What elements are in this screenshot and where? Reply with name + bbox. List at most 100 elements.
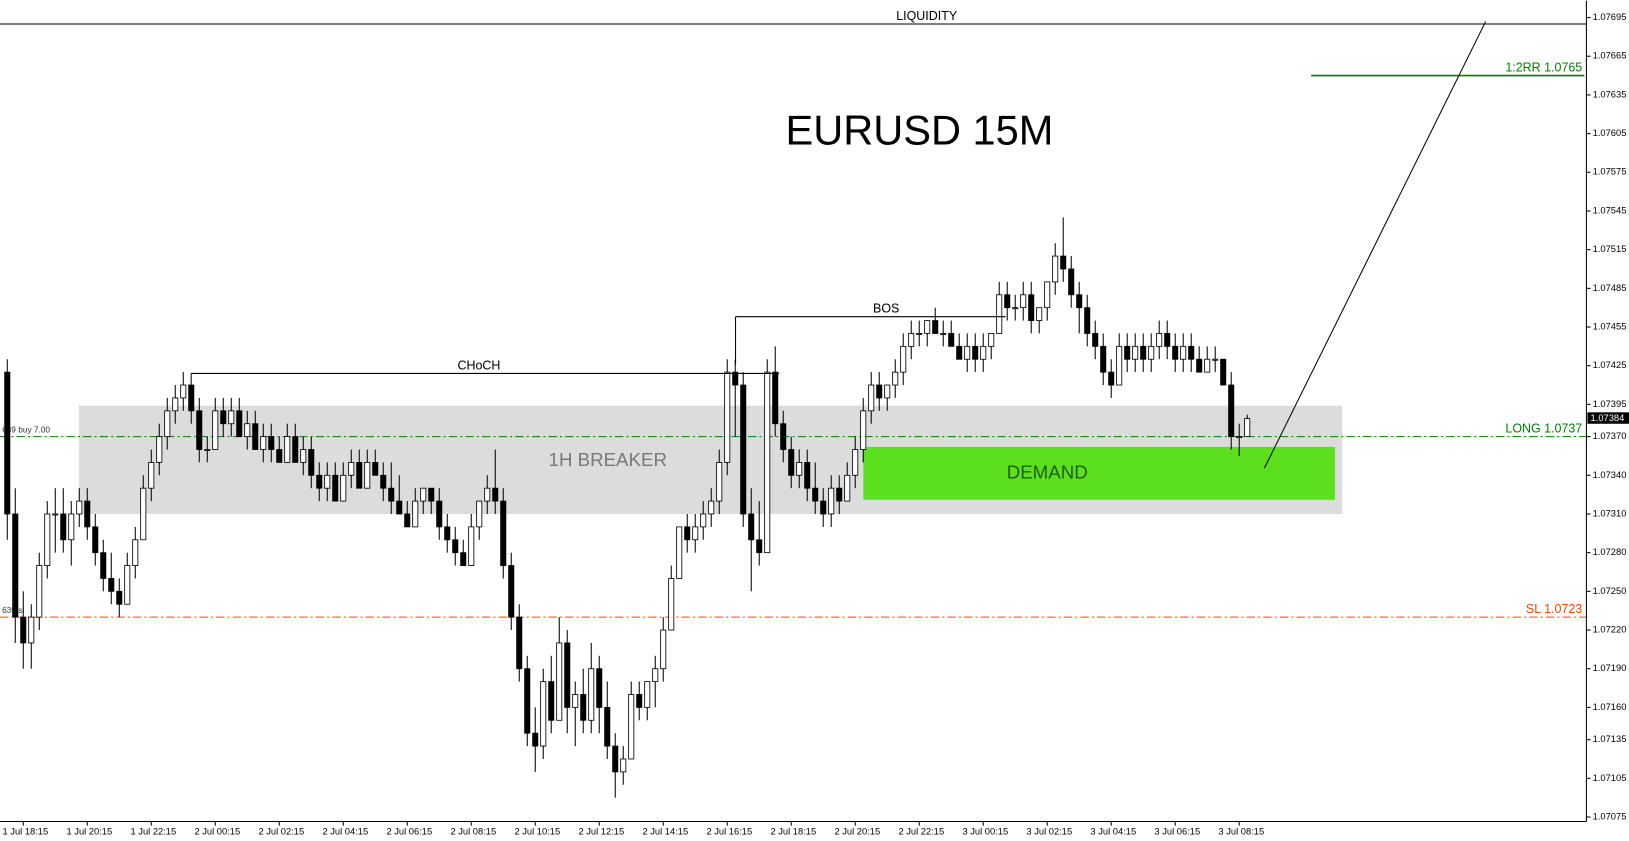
candle-body xyxy=(652,668,659,683)
candle-body xyxy=(772,371,779,425)
candle-body xyxy=(1076,294,1083,309)
levels: LIQUIDITY 1:2RR 1.0765 LONG 1.0737 SL 1.072… xyxy=(0,9,1587,618)
y-tick-label: 1.07370 xyxy=(1593,431,1627,441)
x-tick-label: 2 Jul 16:15 xyxy=(706,826,752,836)
order-label: 639 buy 7.00 xyxy=(2,425,50,435)
y-tick-label: 1.07575 xyxy=(1593,167,1627,177)
candle-body xyxy=(388,487,395,502)
candle-body xyxy=(1028,294,1035,321)
candle-body xyxy=(420,487,427,502)
candle-body xyxy=(852,449,859,476)
candle-body xyxy=(716,461,723,502)
candle-body xyxy=(204,449,211,451)
level-label: 1:2RR 1.0765 xyxy=(1505,61,1582,75)
chart-title: EURUSD 15M xyxy=(786,107,1054,154)
candle-body xyxy=(76,500,83,515)
candle-body xyxy=(644,681,651,708)
candle-body xyxy=(44,513,51,566)
structure-label: CHoCH xyxy=(457,358,500,372)
x-tick-label: 2 Jul 20:15 xyxy=(834,826,880,836)
candle-body xyxy=(252,423,259,450)
candle-body xyxy=(1116,345,1123,386)
candle-body xyxy=(1100,345,1107,373)
candle-body xyxy=(1244,418,1251,438)
candle-body xyxy=(948,333,955,347)
overlay: CHoCH BOS 1.07384 xyxy=(190,302,1629,424)
candle-body xyxy=(236,410,243,438)
candle-body xyxy=(60,513,67,541)
y-tick-label: 1.07695 xyxy=(1593,12,1627,22)
candle-body xyxy=(412,500,419,528)
candle-body xyxy=(196,410,203,450)
candle-body xyxy=(636,694,643,708)
candle-body xyxy=(724,371,731,463)
y-tick-label: 1.07280 xyxy=(1593,547,1627,557)
x-tick-label: 2 Jul 08:15 xyxy=(450,826,496,836)
candle-body xyxy=(916,333,923,335)
candle-body xyxy=(580,694,587,721)
candle-body xyxy=(980,345,987,360)
candle-body xyxy=(364,461,371,489)
y-tick-label: 1.07455 xyxy=(1593,321,1627,331)
x-tick-label: 2 Jul 12:15 xyxy=(578,826,624,836)
candle-body xyxy=(172,397,179,412)
candle-body xyxy=(1068,268,1075,296)
zone-label: DEMAND xyxy=(1007,461,1088,482)
candle-body xyxy=(12,513,19,618)
candle-body xyxy=(212,410,219,450)
y-tick-label: 1.07340 xyxy=(1593,470,1627,480)
candle-body xyxy=(340,474,347,502)
candle-body xyxy=(500,500,507,566)
candle-body xyxy=(284,436,291,463)
candle-body xyxy=(332,474,339,502)
candle-body xyxy=(444,526,451,541)
candle-body xyxy=(148,461,155,489)
x-tick-label: 2 Jul 04:15 xyxy=(322,826,368,836)
candle-body xyxy=(476,500,483,528)
candle-body xyxy=(220,410,227,425)
candle-body xyxy=(804,461,811,489)
y-tick-label: 1.07075 xyxy=(1593,811,1627,821)
price-tag-label: 1.07384 xyxy=(1591,413,1625,423)
x-tick-label: 2 Jul 22:15 xyxy=(898,826,944,836)
candle-body xyxy=(1156,333,1163,347)
candle-body xyxy=(1228,384,1235,438)
y-tick-label: 1.07485 xyxy=(1593,283,1627,293)
candle-body xyxy=(132,539,139,566)
candle-body xyxy=(684,526,691,541)
candle-body xyxy=(924,320,931,334)
y-tick-label: 1.07190 xyxy=(1593,663,1627,673)
candle-body xyxy=(596,668,603,708)
candle-body xyxy=(780,423,787,450)
candle-body xyxy=(748,513,755,541)
x-tick-label: 1 Jul 18:15 xyxy=(2,826,48,836)
candles xyxy=(4,217,1251,798)
candle-body xyxy=(892,371,899,386)
candle-body xyxy=(1164,333,1171,347)
x-tick-label: 3 Jul 06:15 xyxy=(1154,826,1200,836)
candle-body xyxy=(1172,345,1179,360)
candle-body xyxy=(20,616,27,644)
candle-body xyxy=(788,449,795,476)
candle-body xyxy=(972,345,979,360)
candle-body xyxy=(1140,345,1147,360)
candle-body xyxy=(700,513,707,528)
candle-body xyxy=(468,526,475,566)
y-tick-label: 1.07395 xyxy=(1593,399,1627,409)
candle-body xyxy=(156,436,163,463)
level-label: SL 1.0723 xyxy=(1526,602,1582,616)
x-tick-label: 3 Jul 02:15 xyxy=(1026,826,1072,836)
candle-body xyxy=(460,552,467,566)
candle-body xyxy=(228,410,235,425)
candle-body xyxy=(188,384,195,412)
candle-body xyxy=(1124,345,1131,360)
candle-body xyxy=(1196,358,1203,373)
candle-body xyxy=(604,706,611,747)
x-tick-label: 2 Jul 02:15 xyxy=(258,826,304,836)
candle-body xyxy=(164,410,171,438)
candle-body xyxy=(4,371,11,515)
x-tick-label: 2 Jul 10:15 xyxy=(514,826,560,836)
candle-body xyxy=(988,333,995,347)
